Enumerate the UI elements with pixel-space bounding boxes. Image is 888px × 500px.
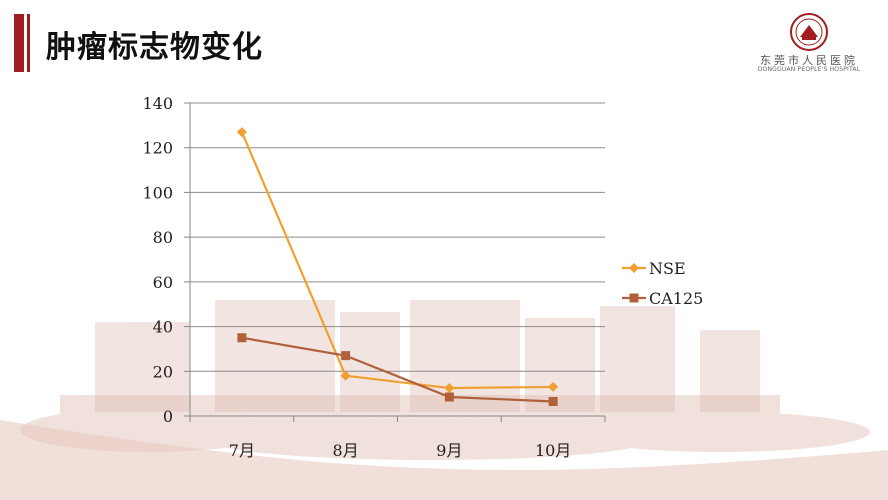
hospital-name-cn: 东莞市人民医院 [760, 54, 858, 67]
hospital-name-en: DONGGUAN PEOPLE'S HOSPITAL [757, 66, 861, 73]
data-point-nse [444, 383, 455, 394]
data-point-ca125 [341, 351, 351, 361]
series-line-nse [240, 131, 554, 390]
legend-label: NSE [649, 259, 686, 278]
chart-legend: NSE CA125 [622, 259, 703, 308]
legend-label: CA125 [649, 289, 703, 308]
slide-title: 肿瘤标志物变化 [46, 30, 263, 65]
title-accent-bar [14, 14, 24, 72]
data-point-ca125 [444, 392, 454, 402]
x-tick-label: 9月 [436, 441, 462, 460]
y-tick-label: 80 [153, 228, 173, 247]
y-tick-label: 100 [142, 183, 173, 202]
x-tick-label: 10月 [535, 441, 571, 460]
x-tick-labels: 7月 8月 9月 10月 [189, 416, 606, 460]
chart-gridlines [190, 102, 605, 372]
y-tick-label: 140 [142, 94, 173, 113]
hospital-logo [790, 13, 828, 51]
y-tick-label: 120 [142, 139, 173, 158]
data-point-ca125 [237, 333, 247, 343]
data-point-nse [548, 381, 559, 392]
title-accent-line [27, 14, 30, 72]
y-tick-label: 40 [153, 318, 173, 337]
x-tick-label: 8月 [333, 441, 359, 460]
y-tick-label: 20 [153, 362, 173, 381]
data-point-ca125 [548, 396, 558, 406]
y-tick-label: 60 [153, 273, 173, 292]
legend-marker [629, 263, 639, 273]
series-line-ca125 [241, 336, 554, 403]
x-tick-label: 7月 [229, 441, 255, 460]
data-point-nse [340, 370, 351, 381]
legend-marker [629, 293, 639, 303]
data-point-nse [236, 127, 247, 138]
y-tick-label: 0 [163, 407, 173, 426]
y-tick-labels: 0 20 40 60 80 100 120 140 [142, 94, 190, 426]
series-lines [236, 127, 559, 406]
